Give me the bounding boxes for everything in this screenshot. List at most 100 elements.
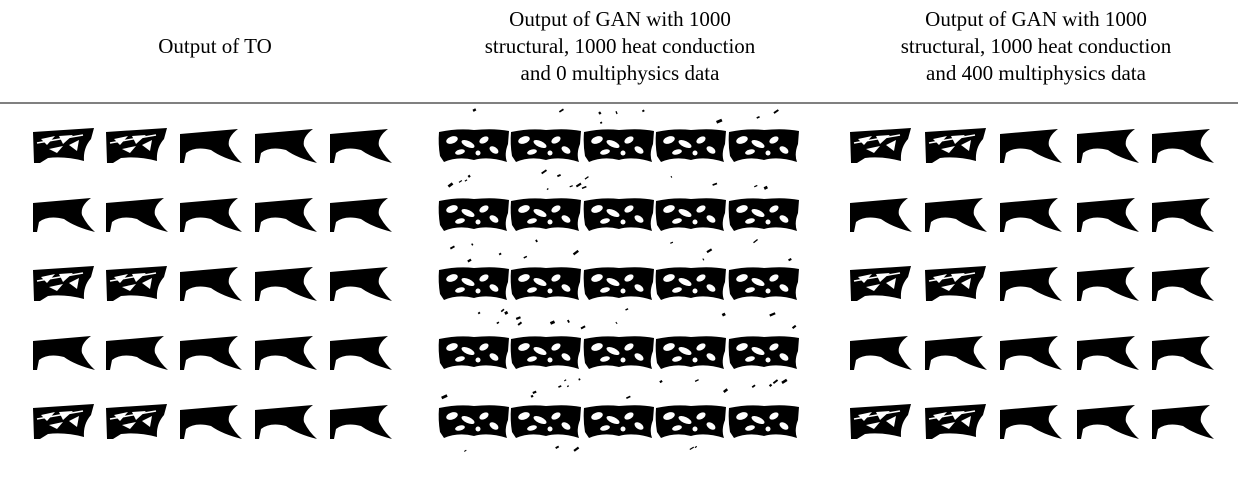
structure-image — [1077, 198, 1139, 232]
page: {"table": {"headers": [ ["Output of TO"]… — [0, 0, 1238, 488]
noise-speck — [712, 183, 717, 186]
structure-image — [925, 266, 986, 301]
noise-speck — [615, 322, 617, 324]
structure-image — [1152, 129, 1214, 163]
column-header: structural, 1000 heat conduction — [485, 34, 756, 58]
noise-speck — [504, 311, 508, 315]
structure-image — [180, 405, 242, 439]
noise-speck — [501, 309, 505, 313]
structure-image — [255, 129, 317, 163]
structure-image — [255, 267, 317, 301]
noise-speck — [532, 391, 536, 394]
noise-speck — [695, 379, 699, 382]
gan-structure-image — [439, 336, 509, 369]
structure-image — [1077, 405, 1139, 439]
structure-image — [850, 404, 911, 439]
noise-speck — [706, 248, 712, 253]
noise-speck — [465, 179, 468, 181]
noise-speck — [659, 380, 662, 383]
noise-speck — [573, 447, 579, 452]
noise-speck — [555, 446, 559, 449]
figure: Output of TO Output of GAN with 1000 str… — [0, 0, 1238, 488]
noise-speck — [464, 450, 467, 452]
gan-structure-image — [511, 129, 581, 162]
noise-speck — [541, 169, 547, 174]
column-header: Output of GAN with 1000 — [509, 7, 731, 31]
noise-speck — [558, 385, 561, 388]
noise-speck — [600, 121, 603, 123]
structure-image — [255, 198, 317, 232]
gan-structure-image — [584, 405, 654, 438]
noise-speck — [756, 116, 759, 119]
column-header: Output of GAN with 1000 — [925, 7, 1147, 31]
gan-structure-image — [584, 267, 654, 300]
gan-structure-image — [439, 267, 509, 300]
noise-speck — [598, 111, 601, 114]
noise-speck — [769, 312, 775, 316]
gan-structure-image — [439, 405, 509, 438]
noise-speck — [473, 108, 477, 112]
noise-speck — [531, 395, 534, 398]
structure-image — [925, 128, 986, 163]
noise-speck — [626, 396, 631, 399]
structure-image — [330, 267, 392, 301]
gan-structure-image — [656, 405, 726, 438]
noise-speck — [576, 183, 582, 188]
gan-structure-image — [656, 129, 726, 162]
noise-speck — [441, 394, 448, 399]
noise-speck — [582, 186, 587, 189]
structure-image — [850, 198, 912, 232]
noise-speck — [702, 258, 704, 260]
gan-structure-image — [729, 198, 799, 231]
structure-image — [1000, 336, 1062, 370]
shape-grid — [33, 108, 1214, 452]
noise-speck — [764, 186, 768, 190]
structure-image — [33, 128, 94, 163]
gan-structure-image — [729, 336, 799, 369]
structure-image — [1000, 198, 1062, 232]
noise-speck — [523, 256, 527, 259]
noise-speck — [671, 176, 673, 178]
structure-image — [1000, 267, 1062, 301]
noise-speck — [722, 313, 726, 317]
noise-speck — [773, 109, 779, 114]
structure-image — [850, 336, 912, 370]
noise-speck — [468, 175, 471, 178]
noise-speck — [723, 388, 728, 393]
gan-structure-image — [656, 336, 726, 369]
column-header: Output of TO — [158, 34, 272, 58]
gan-structure-image — [439, 198, 509, 231]
structure-image — [106, 404, 167, 439]
structure-image — [925, 336, 987, 370]
noise-speck — [615, 111, 617, 114]
noise-speck — [471, 243, 473, 245]
structure-image — [180, 267, 242, 301]
noise-speck — [450, 246, 455, 250]
column-header: and 0 multiphysics data — [521, 61, 721, 85]
gan-structure-image — [656, 198, 726, 231]
structure-image — [1152, 405, 1214, 439]
noise-speck — [769, 384, 772, 387]
noise-speck — [567, 320, 570, 323]
noise-speck — [550, 320, 555, 324]
noise-speck — [625, 308, 628, 311]
noise-speck — [573, 250, 579, 255]
structure-image — [180, 336, 242, 370]
noise-speck — [564, 379, 566, 381]
structure-image — [330, 336, 392, 370]
noise-speck — [788, 258, 792, 261]
noise-speck — [547, 188, 549, 190]
column-header: and 400 multiphysics data — [926, 61, 1147, 85]
structure-image — [1152, 198, 1214, 232]
structure-image — [1152, 267, 1214, 301]
structure-image — [106, 336, 168, 370]
gan-structure-image — [656, 267, 726, 300]
noise-speck — [585, 176, 589, 180]
gan-structure-image — [584, 336, 654, 369]
noise-speck — [578, 378, 580, 380]
noise-speck — [557, 174, 561, 177]
header: Output of TO Output of GAN with 1000 str… — [158, 7, 1172, 85]
gan-structure-image — [511, 405, 581, 438]
noise-speck — [499, 253, 502, 256]
noise-speck — [478, 312, 481, 315]
